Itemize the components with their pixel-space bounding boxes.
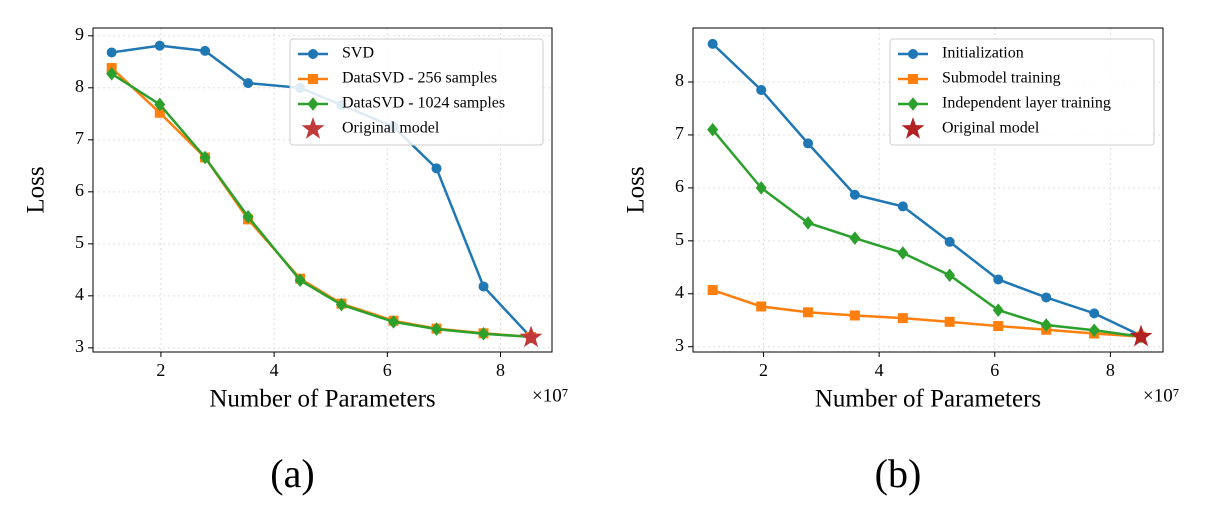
data-point	[849, 310, 860, 321]
x-axis-label: Number of Parameters	[209, 386, 435, 413]
caption: (b)	[875, 451, 922, 496]
y-tick-label: 3	[675, 335, 684, 355]
y-tick-label: 4	[75, 284, 84, 304]
caption: (a)	[270, 451, 314, 496]
legend-marker	[901, 117, 925, 139]
y-tick-label: 7	[75, 128, 84, 148]
x-scale-label: ×10⁷	[532, 385, 568, 406]
data-point	[755, 181, 767, 195]
legend-label: Initialization	[942, 45, 1024, 62]
data-point	[106, 47, 117, 58]
data-point	[849, 189, 860, 200]
data-point	[294, 273, 306, 287]
x-tick-label: 4	[875, 360, 884, 380]
data-point	[1088, 323, 1100, 338]
data-point	[993, 274, 1004, 285]
y-tick-label: 7	[675, 123, 684, 143]
data-point	[707, 285, 718, 296]
x-tick-label: 8	[1106, 360, 1115, 380]
legend-label: DataSVD - 1024 samples	[342, 95, 505, 112]
series-line	[111, 72, 532, 339]
data-point	[242, 210, 254, 224]
x-tick-label: 6	[383, 360, 392, 380]
y-tick-label: 5	[675, 229, 684, 249]
data-point	[335, 297, 347, 312]
data-point	[199, 150, 211, 165]
data-point	[1129, 324, 1153, 347]
data-point	[944, 268, 956, 282]
y-tick-label: 8	[675, 70, 684, 90]
legend-marker	[308, 49, 318, 59]
legend-marker	[301, 117, 325, 139]
legend-marker	[907, 97, 919, 111]
data-point	[897, 313, 908, 324]
data-point	[243, 78, 254, 89]
data-point	[756, 84, 767, 95]
y-axis-label: Loss	[23, 166, 50, 213]
plot-frame	[92, 27, 553, 353]
legend-label: Submodel training	[942, 70, 1061, 87]
data-point	[154, 97, 166, 112]
data-point	[992, 303, 1004, 317]
data-point	[388, 315, 400, 329]
data-point	[849, 231, 861, 245]
data-point	[1089, 308, 1100, 319]
legend-label: Original model	[942, 120, 1040, 137]
plot-frame	[692, 27, 1164, 353]
data-point	[519, 325, 543, 348]
y-tick-label: 5	[75, 232, 84, 252]
legend-marker	[908, 74, 918, 84]
y-axis-label: Loss	[623, 166, 650, 213]
data-point	[897, 201, 908, 212]
data-point	[1041, 292, 1052, 303]
data-point	[803, 138, 814, 149]
data-point	[993, 321, 1004, 332]
legend-marker	[308, 74, 318, 84]
legend-label: SVD	[342, 45, 374, 62]
data-point	[944, 316, 955, 327]
x-tick-label: 6	[990, 360, 999, 380]
data-point	[431, 322, 443, 336]
legend-label: DataSVD - 256 samples	[342, 70, 497, 87]
legend-label: Independent layer training	[942, 95, 1111, 112]
data-point	[478, 281, 489, 292]
series-line	[711, 42, 1142, 337]
legend-box	[889, 38, 1155, 146]
x-tick-label: 4	[270, 360, 279, 380]
x-scale-label: ×10⁷	[1143, 385, 1179, 406]
data-point	[1040, 318, 1052, 332]
data-point	[478, 327, 490, 341]
x-tick-label: 2	[759, 360, 768, 380]
x-axis-label: Number of Parameters	[815, 386, 1041, 413]
x-tick-label: 8	[496, 360, 505, 380]
legend-label: Original model	[342, 120, 440, 137]
data-point	[802, 216, 814, 230]
data-point	[707, 38, 718, 49]
data-point	[756, 301, 767, 312]
y-tick-label: 8	[75, 76, 84, 96]
data-point	[897, 246, 909, 260]
legend-box	[289, 38, 544, 146]
legend-marker	[307, 97, 319, 111]
y-tick-label: 4	[675, 282, 684, 302]
series-line	[712, 288, 1142, 338]
data-point	[707, 122, 719, 137]
data-point	[944, 236, 955, 247]
series-line	[711, 128, 1142, 338]
data-point	[154, 40, 165, 51]
data-point	[803, 307, 814, 318]
y-tick-label: 9	[75, 24, 84, 44]
y-tick-label: 3	[75, 336, 84, 356]
y-tick-label: 6	[75, 180, 84, 200]
data-point	[200, 45, 211, 56]
data-point	[431, 163, 442, 174]
legend-marker	[908, 49, 918, 59]
data-point	[154, 107, 165, 118]
x-tick-label: 2	[156, 360, 165, 380]
data-point	[106, 67, 118, 81]
y-tick-label: 6	[675, 176, 684, 196]
